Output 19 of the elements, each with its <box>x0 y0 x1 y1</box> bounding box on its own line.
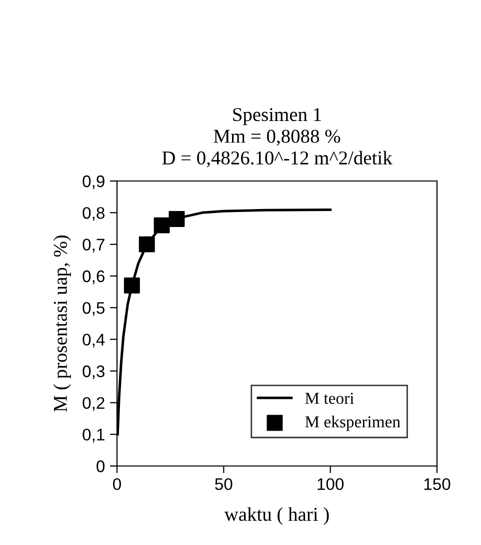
x-axis-title: waktu ( hari ) <box>224 507 329 525</box>
y-tick-label: 0,9 <box>82 175 104 190</box>
x-tick-label: 50 <box>215 478 232 490</box>
legend-label: M teori <box>305 392 354 404</box>
x-tick-label: 0 <box>113 478 121 490</box>
x-tick-label: 100 <box>318 478 344 490</box>
legend-label: M eksperimen <box>305 416 400 431</box>
y-tick-label: 0,2 <box>82 397 104 411</box>
y-tick-label: 0,4 <box>82 334 105 348</box>
y-tick-label: 0,6 <box>82 270 104 284</box>
y-tick-label: 0 <box>96 460 105 472</box>
y-tick-label: 0,1 <box>82 428 104 443</box>
y-tick-label: 0,7 <box>82 238 104 253</box>
chart-title: Spesimen 1 Mm = 0,8088 % D = 0,4826.10^-12 m^2/detik <box>162 108 392 168</box>
y-tick-label: 0,3 <box>82 365 104 380</box>
y-tick-label: 0,5 <box>82 302 104 316</box>
x-tick-label: 150 <box>424 478 450 490</box>
y-axis-title: M ( prosentasi uap, %) <box>53 236 71 412</box>
y-tick-label: 0,8 <box>82 207 104 221</box>
